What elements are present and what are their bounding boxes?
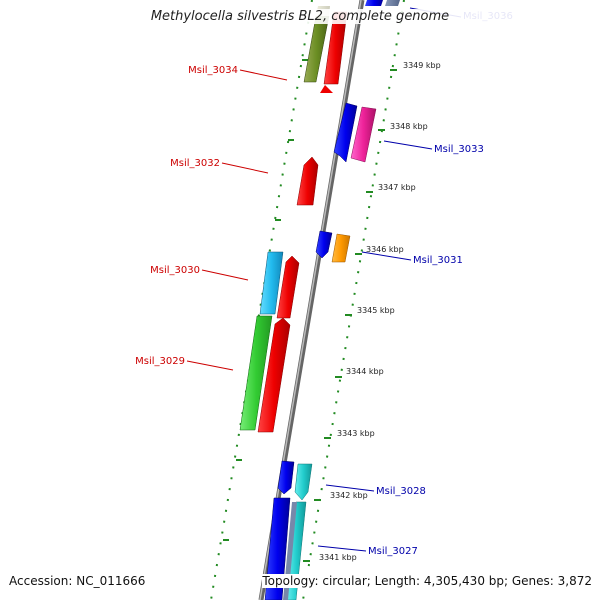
gene-label-leader xyxy=(201,269,249,281)
gene-label-msil-3033[interactable]: Msil_3033 xyxy=(434,144,484,155)
ruler-tick-label: 3344 kbp xyxy=(346,367,384,376)
ruler-ticks: 3349 kbp 3348 kbp 3347 kbp 3346 kbp 3345 kbp… xyxy=(303,61,441,562)
gene-label-msil-3029[interactable]: Msil_3029 xyxy=(135,356,185,367)
gene-msil-3036[interactable] xyxy=(365,0,400,6)
inner-ruler-guide xyxy=(210,0,313,600)
gene-label-msil-3031[interactable]: Msil_3031 xyxy=(413,255,463,266)
gene-msil-3031[interactable] xyxy=(315,230,351,263)
genome-title: Methylocella silvestris BL2, complete ge… xyxy=(0,9,600,24)
gene-label-msil-3030[interactable]: Msil_3030 xyxy=(150,265,200,276)
gene-msil-3033[interactable] xyxy=(333,102,377,163)
gene-label-msil-3027[interactable]: Msil_3027 xyxy=(368,546,418,557)
ruler-tick-label: 3342 kbp xyxy=(330,491,368,500)
gene-label-leader xyxy=(325,484,375,492)
gene-msil-3032[interactable] xyxy=(296,156,319,206)
ruler-tick-label: 3343 kbp xyxy=(337,429,375,438)
gene-msil-3028[interactable] xyxy=(277,460,313,501)
gene-label-leader xyxy=(361,251,412,261)
gene-msil-3034-olive[interactable] xyxy=(303,15,330,83)
gene-label-leader xyxy=(186,360,234,371)
gene-label-msil-3028[interactable]: Msil_3028 xyxy=(376,486,426,497)
ruler-tick-label: 3341 kbp xyxy=(319,553,357,562)
ruler-tick-label: 3345 kbp xyxy=(357,306,395,315)
ruler-tick-label: 3349 kbp xyxy=(403,61,441,70)
gene-label-leader xyxy=(317,545,367,552)
ruler-tick-label: 3347 kbp xyxy=(378,183,416,192)
gene-msil-3030[interactable] xyxy=(259,251,300,319)
gene-label-leader xyxy=(221,162,269,174)
ruler-tick-label: 3348 kbp xyxy=(390,122,428,131)
gene-msil-3029[interactable] xyxy=(239,315,291,433)
outer-ruler-guide xyxy=(302,0,405,600)
topology-label: Topology: circular; Length: 4,305,430 bp… xyxy=(262,574,592,588)
gene-label-msil-3032[interactable]: Msil_3032 xyxy=(170,158,220,169)
gene-label-leader xyxy=(239,69,288,81)
accession-label: Accession: NC_011666 xyxy=(9,574,146,588)
ruler-tick-label: 3346 kbp xyxy=(366,245,404,254)
gene-label-leader xyxy=(383,140,433,150)
gene-label-msil-3034[interactable]: Msil_3034 xyxy=(188,65,238,76)
